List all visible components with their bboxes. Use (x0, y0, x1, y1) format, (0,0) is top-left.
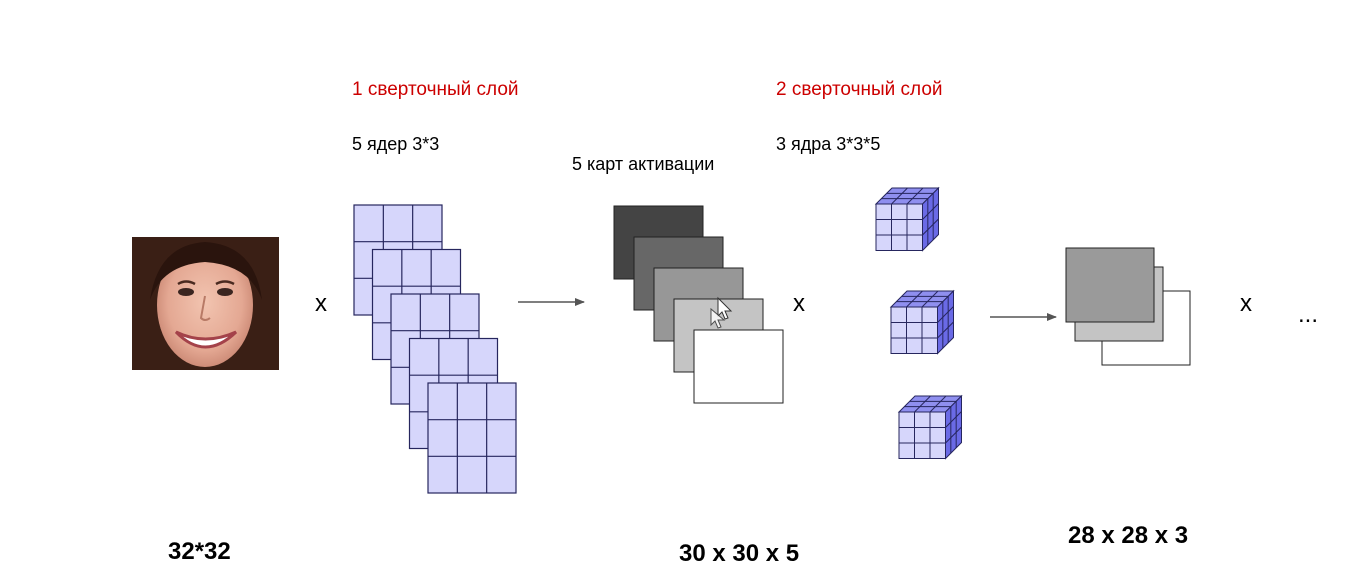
layer2-kernels (874, 186, 963, 460)
multiply-operator-2: x (793, 290, 805, 317)
output2-size-label: 28 x 28 x 3 (1068, 522, 1189, 549)
output-maps (1065, 247, 1191, 366)
activation-maps (613, 205, 784, 404)
input-face-image (132, 237, 279, 370)
multiply-operator-3: x (1240, 290, 1252, 317)
activation-maps-label: 5 карт активации (572, 154, 715, 174)
output1-size-label: 30 x 30 x 5 (679, 540, 800, 567)
layer1-title: 1 сверточный слой (352, 79, 519, 100)
layer1-kernels (353, 204, 517, 494)
cursor-icon (710, 296, 733, 329)
kernel-5 (427, 382, 517, 494)
activation-map-5 (693, 329, 784, 404)
cube-kernel-1 (874, 186, 940, 252)
output-map-1 (1065, 247, 1155, 323)
multiply-operator-1: x (315, 290, 327, 317)
layer2-kernels-label: 3 ядра 3*3*5 (776, 134, 881, 154)
cube-kernel-3 (897, 394, 963, 460)
input-size-label: 32*32 (168, 538, 231, 565)
continuation-ellipsis: ... (1298, 301, 1319, 328)
cube-kernel-2 (889, 289, 955, 355)
layer2-title: 2 сверточный слой (776, 79, 943, 100)
layer1-kernels-label: 5 ядер 3*3 (352, 134, 440, 154)
